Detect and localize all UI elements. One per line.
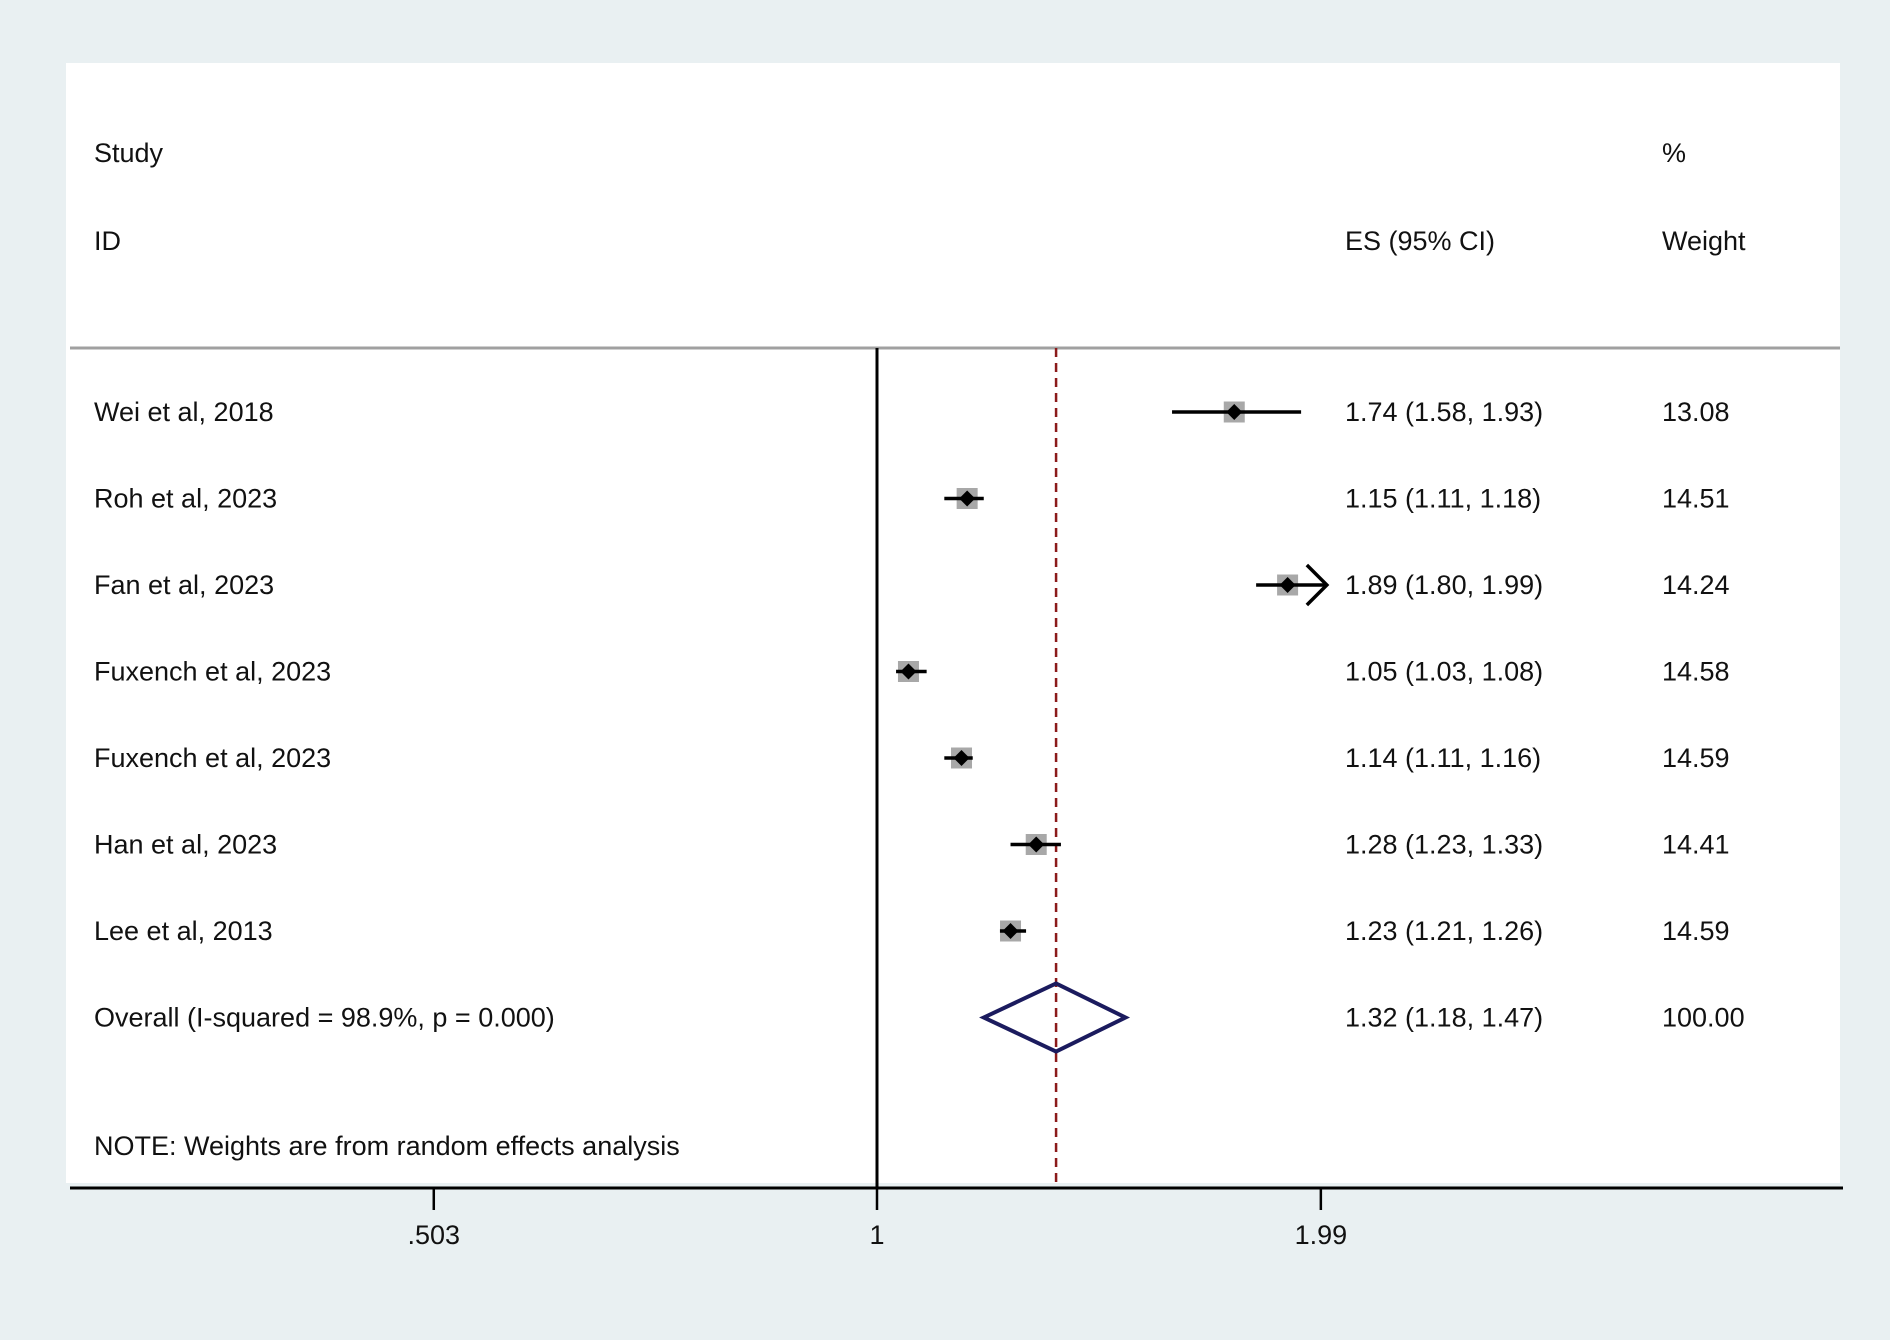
study-label: Wei et al, 2018	[94, 397, 274, 427]
study-effect-ci: 1.74 (1.58, 1.93)	[1345, 397, 1543, 427]
study-effect-ci: 1.15 (1.11, 1.18)	[1345, 484, 1541, 514]
point-estimate	[1226, 404, 1243, 420]
study-weight: 14.59	[1662, 916, 1730, 946]
study-effect-ci: 1.05 (1.03, 1.08)	[1345, 657, 1543, 687]
study-weight: 14.41	[1662, 830, 1730, 860]
study-weight: 14.58	[1662, 657, 1730, 687]
study-weight: 14.59	[1662, 743, 1730, 773]
point-estimate	[953, 750, 970, 766]
plot-background	[66, 63, 1840, 1183]
study-label: Han et al, 2023	[94, 830, 277, 860]
overall-weight: 100.00	[1662, 1003, 1745, 1033]
header-weight: Weight	[1662, 226, 1746, 256]
study-weight: 14.24	[1662, 570, 1730, 600]
plot-marks	[875, 348, 1330, 1188]
header-percent: %	[1662, 138, 1686, 168]
x-axis-ticks: .503 1 1.99	[407, 1188, 1347, 1250]
study-label: Lee et al, 2013	[94, 916, 273, 946]
x-tick-label: .503	[407, 1220, 460, 1250]
study-weight: 14.51	[1662, 484, 1730, 514]
header-es-ci: ES (95% CI)	[1345, 226, 1495, 256]
x-tick-label: 1	[869, 1220, 884, 1250]
overall-label: Overall (I-squared = 98.9%, p = 0.000)	[94, 1003, 555, 1033]
overall-effect-ci: 1.32 (1.18, 1.47)	[1345, 1003, 1543, 1033]
study-label: Fan et al, 2023	[94, 570, 274, 600]
study-effect-ci: 1.23 (1.21, 1.26)	[1345, 916, 1543, 946]
study-weight: 13.08	[1662, 397, 1730, 427]
point-estimate	[959, 490, 976, 507]
footnote: NOTE: Weights are from random effects an…	[94, 1131, 680, 1161]
x-tick-label: 1.99	[1295, 1220, 1348, 1250]
study-effect-ci: 1.28 (1.23, 1.33)	[1345, 830, 1543, 860]
overall-diamond	[979, 981, 1131, 1054]
study-label: Fuxench et al, 2023	[94, 743, 331, 773]
point-estimate	[1279, 577, 1296, 593]
study-label: Roh et al, 2023	[94, 484, 277, 514]
study-effect-ci: 1.14 (1.11, 1.16)	[1345, 743, 1541, 773]
header-study: Study	[94, 138, 164, 168]
ci-arrow	[1305, 563, 1330, 607]
study-rows: Wei et al, 2018 1.74 (1.58, 1.93) 13.08 Roh…	[94, 397, 1745, 1033]
point-estimate	[1028, 836, 1045, 853]
point-estimate	[1002, 923, 1019, 939]
study-label: Fuxench et al, 2023	[94, 657, 331, 687]
point-estimate	[900, 663, 917, 680]
header-id: ID	[94, 226, 121, 256]
study-effect-ci: 1.89 (1.80, 1.99)	[1345, 570, 1543, 600]
